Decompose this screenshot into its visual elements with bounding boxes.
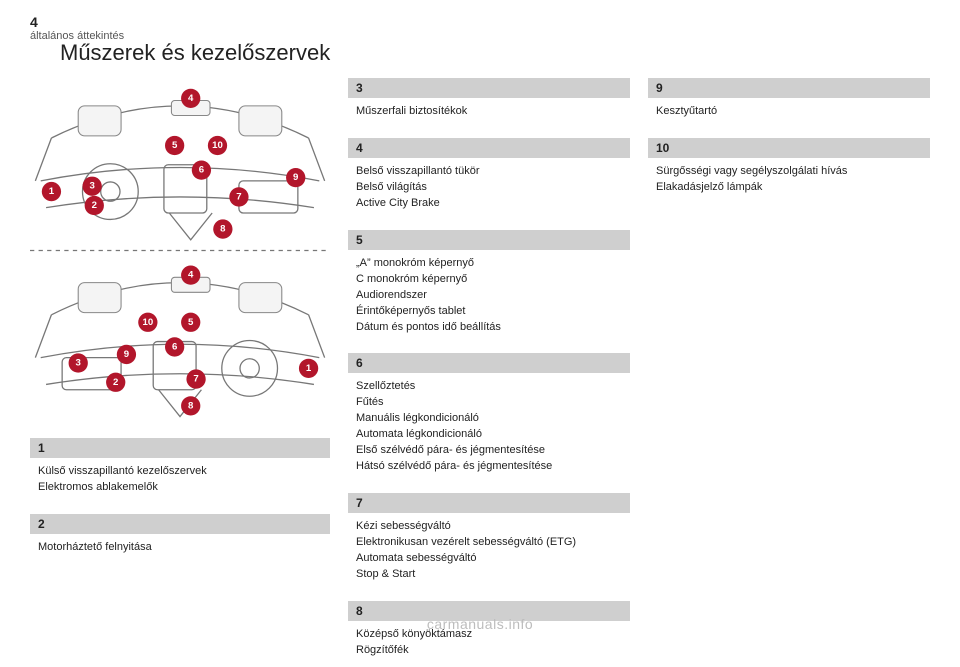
item-number: 5 bbox=[348, 230, 630, 250]
item-number: 6 bbox=[348, 353, 630, 373]
item-3: 3 Műszerfali biztosítékok bbox=[348, 78, 630, 128]
callout-number: 10 bbox=[142, 317, 153, 328]
item-number: 10 bbox=[648, 138, 930, 158]
item-number: 3 bbox=[348, 78, 630, 98]
callout-number: 9 bbox=[293, 172, 298, 183]
item-body: „A” monokróm képernyőC monokróm képernyő… bbox=[348, 250, 630, 344]
callout-number: 3 bbox=[89, 181, 94, 192]
item-number: 7 bbox=[348, 493, 630, 513]
item-body: Motorháztető felnyitása bbox=[30, 534, 330, 564]
content-columns: 45101326798 41053962718 1 Külső visszapi… bbox=[30, 78, 930, 606]
item-5: 5 „A” monokróm képernyőC monokróm képern… bbox=[348, 230, 630, 344]
column-3: 9 Kesztyűtartó 10 Sürgősségi vagy segély… bbox=[648, 78, 930, 606]
item-body: Belső visszapillantó tükörBelső világítá… bbox=[348, 158, 630, 220]
item-10: 10 Sürgősségi vagy segélyszolgálati hívá… bbox=[648, 138, 930, 204]
item-number: 1 bbox=[30, 438, 330, 458]
item-7: 7 Kézi sebességváltóElektronikusan vezér… bbox=[348, 493, 630, 591]
item-body: Külső visszapillantó kezelőszervekElektr… bbox=[30, 458, 330, 504]
footer-watermark: carmanuals.info bbox=[0, 616, 960, 632]
item-body: Kesztyűtartó bbox=[648, 98, 930, 128]
item-1: 1 Külső visszapillantó kezelőszervekElek… bbox=[30, 438, 330, 504]
callout-number: 1 bbox=[49, 186, 55, 197]
callout-number: 6 bbox=[172, 341, 177, 352]
callout-number: 2 bbox=[92, 200, 97, 211]
callout-number: 5 bbox=[172, 140, 178, 151]
page-number: 4 bbox=[30, 14, 38, 30]
page-title: Műszerek és kezelőszervek bbox=[60, 40, 330, 66]
item-number: 9 bbox=[648, 78, 930, 98]
item-body: SzellőztetésFűtésManuális légkondicionál… bbox=[348, 373, 630, 483]
item-body: Kézi sebességváltóElektronikusan vezérel… bbox=[348, 513, 630, 591]
callout-number: 5 bbox=[188, 317, 194, 328]
item-number: 2 bbox=[30, 514, 330, 534]
dashboard-svg: 4 5 10 1 3 2 6 7 9 8 4 10 5 3 9 6 2 7 1 8 bbox=[30, 78, 330, 423]
dashboard-diagram: 4 5 10 1 3 2 6 7 9 8 4 10 5 3 9 6 2 7 1 8 bbox=[30, 78, 330, 428]
callout-number: 7 bbox=[193, 374, 198, 385]
item-9: 9 Kesztyűtartó bbox=[648, 78, 930, 128]
callout-number: 8 bbox=[220, 224, 226, 235]
column-1: 4 5 10 1 3 2 6 7 9 8 4 10 5 3 9 6 2 7 1 8 1 Külső visszapi… bbox=[30, 78, 330, 606]
item-number: 4 bbox=[348, 138, 630, 158]
item-2: 2 Motorháztető felnyitása bbox=[30, 514, 330, 564]
callout-number: 4 bbox=[188, 93, 194, 104]
callout-number: 4 bbox=[188, 270, 194, 281]
callout-number: 9 bbox=[124, 349, 129, 360]
item-6: 6 SzellőztetésFűtésManuális légkondicion… bbox=[348, 353, 630, 483]
callout-number: 3 bbox=[76, 358, 81, 369]
callout-number: 6 bbox=[199, 165, 204, 176]
item-body: Sürgősségi vagy segélyszolgálati hívásEl… bbox=[648, 158, 930, 204]
item-4: 4 Belső visszapillantó tükörBelső világí… bbox=[348, 138, 630, 220]
callout-number: 1 bbox=[306, 363, 312, 374]
callout-number: 10 bbox=[212, 140, 223, 151]
item-body: Műszerfali biztosítékok bbox=[348, 98, 630, 128]
column-2: 3 Műszerfali biztosítékok 4 Belső vissza… bbox=[348, 78, 630, 606]
item-8: 8 Középső könyöktámaszRögzítőfék bbox=[348, 601, 630, 667]
callout-number: 8 bbox=[188, 400, 194, 411]
callout-number: 7 bbox=[236, 191, 241, 202]
callout-number: 2 bbox=[113, 377, 118, 388]
